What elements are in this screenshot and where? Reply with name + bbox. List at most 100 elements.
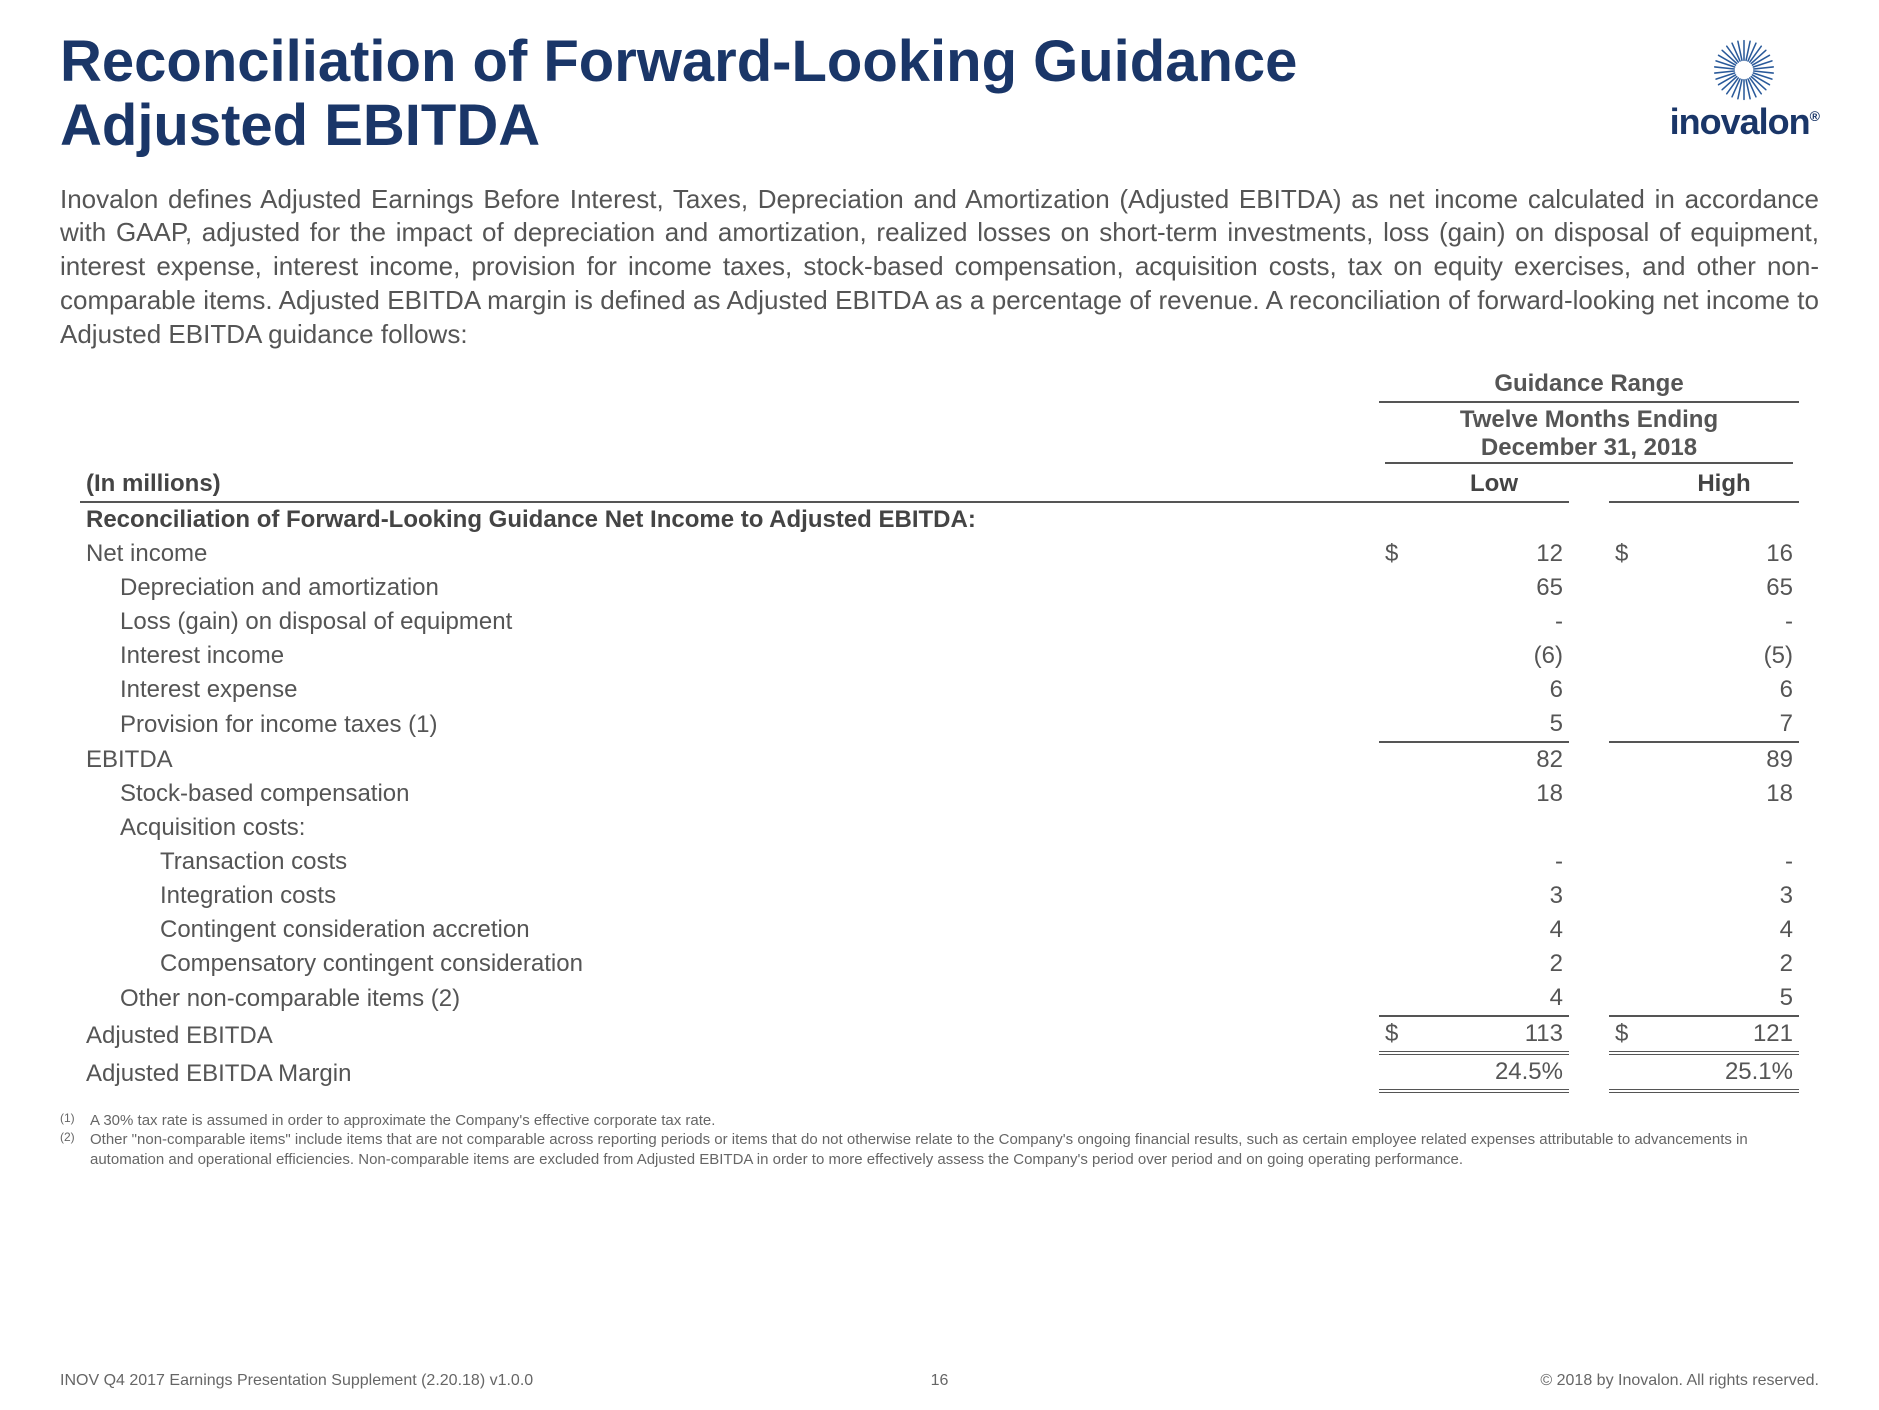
footer-right: © 2018 by Inovalon. All rights reserved.: [1540, 1372, 1819, 1390]
footnote-2: (2) Other "non-comparable items" include…: [60, 1130, 1819, 1169]
footnote-text: A 30% tax rate is assumed in order to ap…: [90, 1111, 715, 1131]
row-value: -: [1649, 605, 1799, 639]
row-value: (5): [1649, 639, 1799, 673]
row-value: 12: [1419, 537, 1569, 571]
row-value: (6): [1419, 639, 1569, 673]
row-value: 2: [1419, 947, 1569, 981]
table-row: Interest income (6) (5): [80, 639, 1799, 673]
table-row: Other non-comparable items (2) 4 5: [80, 981, 1799, 1016]
table-row: Twelve Months Ending December 31, 2018: [80, 402, 1799, 467]
slide: Reconciliation of Forward-Looking Guidan…: [0, 0, 1879, 1410]
row-label: Loss (gain) on disposal of equipment: [80, 605, 1379, 639]
footnote-1: (1) A 30% tax rate is assumed in order t…: [60, 1111, 1819, 1131]
row-label: Adjusted EBITDA Margin: [80, 1053, 1379, 1091]
row-value: 16: [1649, 537, 1799, 571]
row-label: Adjusted EBITDA: [80, 1016, 1379, 1053]
row-value: -: [1419, 845, 1569, 879]
intro-paragraph: Inovalon defines Adjusted Earnings Befor…: [60, 183, 1819, 352]
row-label: Compensatory contingent consideration: [80, 947, 1379, 981]
footer-left: INOV Q4 2017 Earnings Presentation Suppl…: [60, 1372, 533, 1390]
row-value: 113: [1419, 1016, 1569, 1053]
title-line-1: Reconciliation of Forward-Looking Guidan…: [60, 29, 1297, 94]
table-row: Provision for income taxes (1) 5 7: [80, 707, 1799, 742]
row-value: -: [1419, 605, 1569, 639]
table-row: EBITDA 82 89: [80, 742, 1799, 777]
row-value: 65: [1649, 571, 1799, 605]
row-value: -: [1649, 845, 1799, 879]
footnote-marker: (1): [60, 1111, 90, 1131]
header-row: Reconciliation of Forward-Looking Guidan…: [60, 30, 1819, 158]
col-units: (In millions): [80, 467, 1379, 502]
col-high: High: [1649, 467, 1799, 502]
page-number: 16: [931, 1372, 949, 1390]
company-logo: inovalon®: [1670, 30, 1819, 143]
table-row: Reconciliation of Forward-Looking Guidan…: [80, 502, 1799, 537]
row-label: Other non-comparable items (2): [80, 981, 1379, 1016]
row-value: 89: [1649, 742, 1799, 777]
row-value: 18: [1649, 777, 1799, 811]
header-period: Twelve Months Ending December 31, 2018: [1379, 402, 1799, 467]
row-value: 5: [1419, 707, 1569, 742]
table-row: Stock-based compensation 18 18: [80, 777, 1799, 811]
reconciliation-table-wrap: Guidance Range Twelve Months Ending Dece…: [60, 367, 1819, 1093]
row-label: Provision for income taxes (1): [80, 707, 1379, 742]
header-period-l2: December 31, 2018: [1385, 434, 1793, 464]
footnotes: (1) A 30% tax rate is assumed in order t…: [60, 1111, 1819, 1170]
row-value: 4: [1419, 981, 1569, 1016]
row-value: 25.1%: [1649, 1053, 1799, 1091]
table-row: Interest expense 6 6: [80, 673, 1799, 707]
logo-text: inovalon®: [1670, 101, 1819, 143]
header-guidance-range: Guidance Range: [1379, 367, 1799, 402]
logo-reg-mark: ®: [1810, 108, 1819, 124]
row-value: 82: [1419, 742, 1569, 777]
row-value: 6: [1649, 673, 1799, 707]
footnote-marker: (2): [60, 1130, 90, 1169]
row-value: 121: [1649, 1016, 1799, 1053]
table-row: Guidance Range: [80, 367, 1799, 402]
col-low: Low: [1419, 467, 1569, 502]
row-sym: $: [1609, 537, 1649, 571]
table-row: Loss (gain) on disposal of equipment - -: [80, 605, 1799, 639]
table-row: (In millions) Low High: [80, 467, 1799, 502]
row-label: Contingent consideration accretion: [80, 913, 1379, 947]
row-value: 65: [1419, 571, 1569, 605]
row-value: 24.5%: [1419, 1053, 1569, 1091]
row-label: Interest expense: [80, 673, 1379, 707]
table-row: Compensatory contingent consideration 2 …: [80, 947, 1799, 981]
slide-footer: INOV Q4 2017 Earnings Presentation Suppl…: [60, 1372, 1819, 1390]
sunburst-icon: [1709, 35, 1779, 105]
row-label: Depreciation and amortization: [80, 571, 1379, 605]
row-label: Integration costs: [80, 879, 1379, 913]
row-label: Acquisition costs:: [80, 811, 1379, 845]
table-row: Adjusted EBITDA $113 $121: [80, 1016, 1799, 1053]
table-row: Contingent consideration accretion 4 4: [80, 913, 1799, 947]
table-row: Transaction costs - -: [80, 845, 1799, 879]
row-label: Net income: [80, 537, 1379, 571]
table-row: Acquisition costs:: [80, 811, 1799, 845]
section-title: Reconciliation of Forward-Looking Guidan…: [80, 502, 1379, 537]
row-value: 7: [1649, 707, 1799, 742]
row-label: Transaction costs: [80, 845, 1379, 879]
table-row: Integration costs 3 3: [80, 879, 1799, 913]
row-label: Stock-based compensation: [80, 777, 1379, 811]
page-title: Reconciliation of Forward-Looking Guidan…: [60, 30, 1297, 158]
row-value: 5: [1649, 981, 1799, 1016]
table-row: Adjusted EBITDA Margin 24.5% 25.1%: [80, 1053, 1799, 1091]
row-value: 18: [1419, 777, 1569, 811]
row-label: Interest income: [80, 639, 1379, 673]
reconciliation-table: Guidance Range Twelve Months Ending Dece…: [80, 367, 1799, 1093]
row-value: 2: [1649, 947, 1799, 981]
table-row: Net income $12 $16: [80, 537, 1799, 571]
row-value: 3: [1649, 879, 1799, 913]
row-sym: $: [1379, 537, 1419, 571]
row-value: 4: [1649, 913, 1799, 947]
footnote-text: Other "non-comparable items" include ite…: [90, 1130, 1819, 1169]
row-value: 6: [1419, 673, 1569, 707]
table-row: Depreciation and amortization 65 65: [80, 571, 1799, 605]
row-value: 3: [1419, 879, 1569, 913]
row-label: EBITDA: [80, 742, 1379, 777]
row-value: 4: [1419, 913, 1569, 947]
logo-brand-text: inovalon: [1670, 101, 1810, 142]
header-period-l1: Twelve Months Ending: [1460, 406, 1718, 433]
row-sym: $: [1379, 1016, 1419, 1053]
